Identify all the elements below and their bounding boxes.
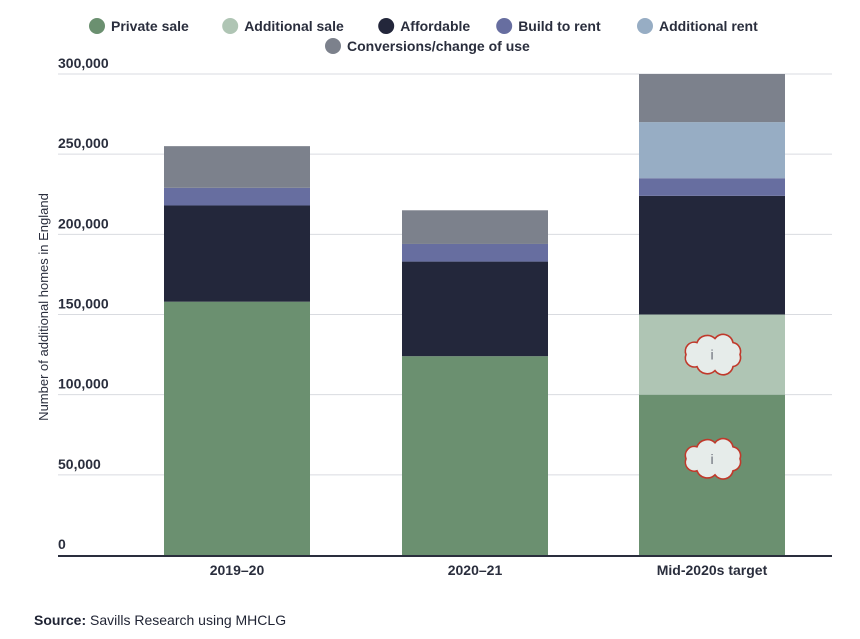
x-axis: 2019–20 2020–21 Mid-2020s target — [58, 555, 832, 578]
info-cloud-icon[interactable]: i — [684, 333, 742, 376]
bars — [164, 74, 785, 555]
source-label: Source: — [34, 612, 87, 628]
bar-stack-2019-20 — [164, 146, 310, 555]
legend: Private sale Additional sale Affordable Bui… — [89, 18, 758, 54]
cloud-shape — [684, 437, 742, 480]
bar-segment-affordable — [164, 205, 310, 302]
legend-swatch — [325, 38, 341, 54]
legend-label: Build to rent — [518, 18, 601, 34]
legend-swatch — [496, 18, 513, 34]
bar-segment-private-sale — [164, 301, 310, 555]
source-note: Source: Savills Research using MHCLG — [34, 612, 286, 628]
legend-label: Private sale — [111, 18, 189, 34]
x-tick-label: 2020–21 — [448, 562, 503, 578]
y-tick-label: 150,000 — [58, 296, 109, 312]
y-tick-label: 200,000 — [58, 215, 109, 231]
y-tick-label: 0 — [58, 536, 66, 552]
bar-segment-private-sale — [402, 356, 548, 555]
annotations: ii — [684, 333, 742, 480]
bar-segment-additional-rent — [639, 122, 785, 179]
info-cloud-icon[interactable]: i — [684, 437, 742, 480]
bar-segment-conversions-change-of-use — [402, 210, 548, 244]
info-icon-letter: i — [710, 347, 713, 363]
bar-segment-build-to-rent — [402, 243, 548, 262]
bar-segment-affordable — [402, 261, 548, 357]
legend-item-conversions-change-of-use: Conversions/change of use — [325, 38, 530, 54]
legend-item-additional-sale: Additional sale — [222, 18, 344, 34]
legend-label: Affordable — [400, 18, 470, 34]
source-text: Savills Research using MHCLG — [86, 612, 287, 628]
bar-segment-conversions-change-of-use — [639, 74, 785, 123]
legend-swatch — [637, 18, 653, 34]
legend-item-affordable: Affordable — [378, 18, 470, 34]
legend-swatch — [222, 18, 239, 34]
legend-label: Conversions/change of use — [347, 38, 530, 54]
x-tick-label: 2019–20 — [210, 562, 265, 578]
legend-label: Additional sale — [244, 18, 344, 34]
bar-stack-2020-21 — [402, 210, 548, 555]
y-axis-ticks: 0 50,000 100,000 150,000 200,000 250,000 300,0… — [58, 55, 109, 552]
bar-stack-mid-2020s-target — [639, 74, 785, 555]
bar-segment-build-to-rent — [639, 178, 785, 196]
legend-item-build-to-rent: Build to rent — [496, 18, 601, 34]
x-tick-label: Mid-2020s target — [657, 562, 768, 578]
y-tick-label: 300,000 — [58, 55, 109, 71]
legend-label: Additional rent — [659, 18, 758, 34]
cloud-shape — [684, 333, 742, 376]
y-tick-label: 250,000 — [58, 135, 109, 151]
legend-swatch — [378, 18, 395, 34]
y-tick-label: 100,000 — [58, 376, 109, 392]
bar-segment-build-to-rent — [164, 187, 310, 206]
legend-swatch — [89, 18, 105, 34]
legend-item-additional-rent: Additional rent — [637, 18, 758, 34]
y-axis-label: Number of additional homes in England — [36, 193, 51, 421]
legend-item-private-sale: Private sale — [89, 18, 189, 34]
y-tick-label: 50,000 — [58, 456, 101, 472]
bar-segment-conversions-change-of-use — [164, 146, 310, 188]
info-icon-letter: i — [710, 451, 713, 467]
bar-segment-affordable — [639, 195, 785, 315]
